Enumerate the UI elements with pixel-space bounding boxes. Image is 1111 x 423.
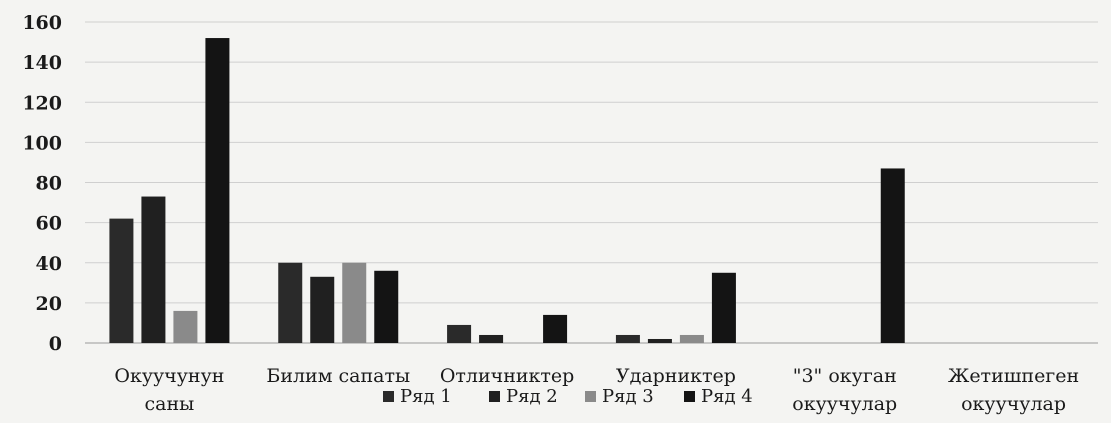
bars: [109, 38, 905, 344]
x-tick-label: Билим сапаты: [266, 365, 410, 387]
x-tick-label: Жетишпеген: [948, 365, 1079, 387]
bar-series-2: [479, 334, 504, 343]
y-tick-label: 80: [36, 173, 62, 195]
bar-series-4: [880, 168, 905, 343]
bar-series-3: [342, 262, 367, 343]
legend-swatch: [489, 391, 500, 402]
gridlines: [85, 21, 1098, 344]
y-tick-label: 40: [36, 253, 62, 275]
bar-series-4: [205, 38, 230, 344]
bar-series-1: [109, 218, 134, 343]
bar-series-3: [679, 334, 704, 343]
bar-series-2: [141, 196, 166, 343]
x-tick-label: "3" окуган: [793, 365, 897, 387]
bar-series-4: [543, 314, 568, 343]
y-tick-label: 100: [22, 132, 62, 154]
bar-series-3: [173, 310, 198, 343]
legend-swatch: [684, 391, 695, 402]
legend-label: Ряд 1: [400, 386, 452, 407]
legend-label: Ряд 4: [701, 386, 753, 407]
y-tick-label: 60: [36, 213, 62, 235]
y-tick-label: 0: [49, 333, 62, 355]
x-tick-label: саны: [145, 393, 195, 415]
bar-series-4: [711, 272, 736, 343]
bar-series-2: [310, 276, 335, 343]
y-axis: 0 20 40 60 80 100 120 140 160: [22, 12, 62, 355]
y-tick-label: 20: [36, 293, 62, 315]
legend-swatch: [383, 391, 394, 402]
legend-label: Ряд 2: [506, 386, 558, 407]
bar-series-1: [615, 334, 640, 343]
bar-series-4: [374, 270, 399, 343]
y-tick-label: 120: [22, 92, 62, 114]
legend-label: Ряд 3: [602, 386, 654, 407]
x-tick-label: окуучулар: [961, 393, 1066, 415]
y-tick-label: 160: [22, 12, 62, 34]
x-axis: Окуучунун саны Билим сапаты Отличниктер Удар…: [114, 365, 1079, 415]
x-tick-label: Ударниктер: [616, 365, 736, 387]
y-tick-label: 140: [22, 52, 62, 74]
x-tick-label: окуучулар: [792, 393, 897, 415]
legend: Ряд 1 Ряд 2 Ряд 3 Ряд 4: [383, 386, 753, 407]
x-tick-label: Окуучунун: [114, 365, 224, 387]
legend-swatch: [585, 391, 596, 402]
bar-series-2: [647, 338, 672, 343]
bar-series-1: [278, 262, 303, 343]
bar-series-1: [447, 324, 472, 343]
x-tick-label: Отличниктер: [440, 365, 575, 387]
